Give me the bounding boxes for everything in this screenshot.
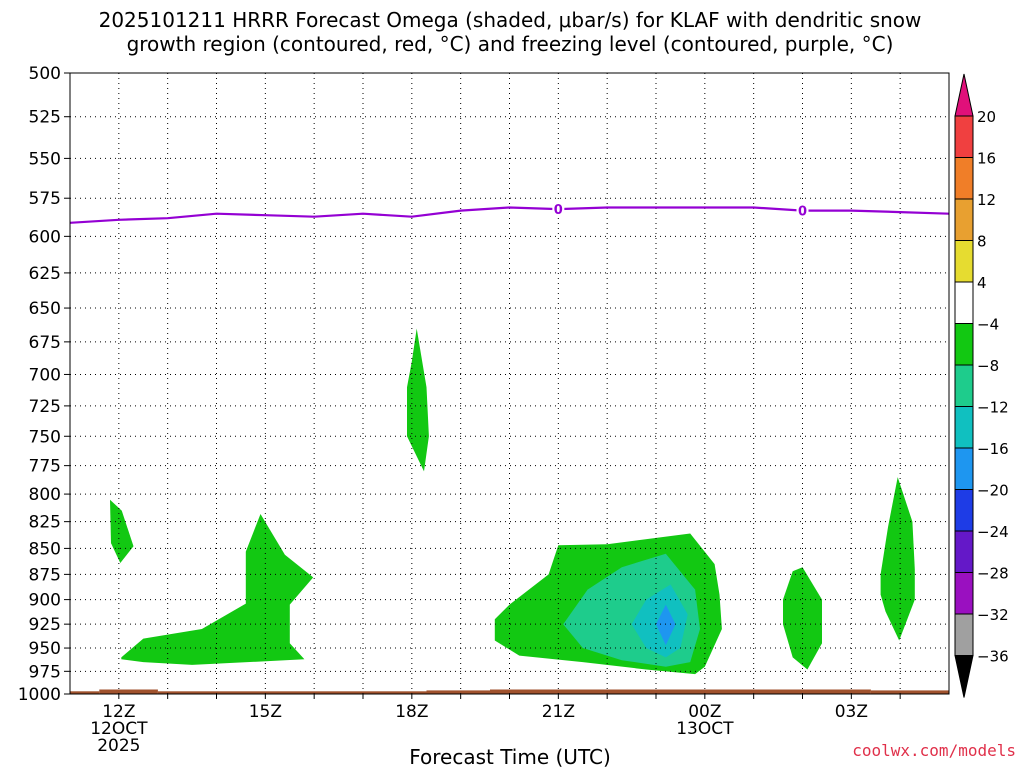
colorbar-tick-label: 20: [977, 108, 996, 126]
y-tick-label: 500: [29, 64, 61, 84]
y-tick-label: 725: [29, 397, 61, 417]
colorbar-tick-label: −4: [977, 316, 999, 334]
upward-motion-22z-925mb-core: [656, 604, 676, 646]
x-tick-label: 12OCT: [90, 719, 148, 739]
y-tick-label: 875: [29, 565, 61, 585]
y-tick-label: 550: [29, 149, 61, 169]
colorbar-swatch: [954, 157, 974, 200]
freezing-label-bg: [552, 201, 565, 218]
colorbar-swatch: [954, 572, 974, 615]
upward-motion-18z-725mb: [407, 328, 429, 472]
y-tick-label: 525: [29, 108, 61, 128]
colorbar-tick-label: −28: [977, 565, 1009, 583]
colorbar-tick-label: −36: [977, 648, 1009, 666]
colorbar-top-arrow: [954, 73, 974, 117]
y-tick-label: 675: [29, 333, 61, 353]
freezing-label-bg: [796, 202, 809, 219]
colorbar-swatch: [954, 489, 974, 532]
colorbar-swatch: [954, 447, 974, 490]
colorbar-swatch: [954, 530, 974, 573]
y-tick-label: 925: [29, 615, 61, 635]
y-tick-label: 650: [29, 299, 61, 319]
colorbar-tick-label: −12: [977, 399, 1009, 417]
colorbar-swatch: [954, 198, 974, 241]
colorbar-swatch: [954, 281, 974, 324]
x-tick-label: 13OCT: [676, 719, 734, 739]
y-tick-label: 1000: [18, 685, 61, 705]
title-line-2: growth region (contoured, red, °C) and f…: [127, 32, 894, 56]
y-tick-label: 825: [29, 513, 61, 533]
terrain-segment: [490, 689, 871, 694]
x-tick-label: 18Z: [395, 702, 428, 722]
colorbar-tick-label: 16: [977, 150, 996, 168]
upward-motion-12z-825mb: [110, 499, 134, 563]
upward-motion-14z-900mb: [121, 514, 314, 665]
x-axis-label: Forecast Time (UTC): [409, 745, 611, 768]
y-tick-label: 775: [29, 457, 61, 477]
freezing-level-label: 0: [798, 205, 807, 220]
colorbar-tick-label: −24: [977, 523, 1009, 541]
upward-motion-04z-875mb: [880, 477, 915, 641]
grid-lines: [70, 73, 949, 694]
pressure-axis: 500 525 550 575 600 625 650 675 700 725 750 775 800 8…: [18, 64, 70, 705]
terrain-segment: [426, 690, 490, 694]
colorbar-swatch: [954, 240, 974, 283]
y-tick-label: 900: [29, 591, 61, 611]
y-tick-label: 700: [29, 365, 61, 385]
colorbar-tick-label: 4: [977, 274, 987, 292]
colorbar-tick-label: −8: [977, 357, 999, 375]
freezing-level-label: 0: [554, 203, 563, 218]
x-tick-label: 00Z: [688, 702, 721, 722]
x-tick-label: 15Z: [249, 702, 282, 722]
x-tick-label: 2025: [97, 736, 140, 756]
y-tick-label: 750: [29, 427, 61, 447]
y-tick-label: 850: [29, 539, 61, 559]
y-tick-label: 975: [29, 662, 61, 682]
colorbar-tick-label: −16: [977, 440, 1009, 458]
terrain-segment: [870, 690, 949, 694]
chart-title: 2025101211 HRRR Forecast Omega (shaded, …: [99, 8, 922, 56]
colorbar-swatch: [954, 406, 974, 449]
y-tick-label: 950: [29, 639, 61, 659]
y-tick-label: 575: [29, 189, 61, 209]
terrain-segment: [157, 691, 427, 694]
y-tick-label: 625: [29, 264, 61, 284]
y-tick-label: 600: [29, 227, 61, 247]
terrain-segment: [99, 689, 158, 694]
colorbar-tick-label: 8: [977, 233, 987, 251]
freezing-level-line: [69, 206, 950, 224]
colorbar-tick-label: 12: [977, 191, 996, 209]
colorbar-swatch: [954, 115, 974, 158]
terrain-band: [70, 689, 949, 694]
terrain-segment: [70, 691, 100, 694]
title-line-1: 2025101211 HRRR Forecast Omega (shaded, …: [99, 8, 922, 32]
credit-text[interactable]: coolwx.com/models: [852, 741, 1016, 760]
colorbar-swatch: [954, 364, 974, 407]
colorbar-swatch: [954, 323, 974, 366]
x-tick-label: 12Z: [102, 702, 135, 722]
x-tick-label: 03Z: [835, 702, 868, 722]
colorbar-swatch: [954, 613, 974, 656]
colorbar-tick-label: −32: [977, 606, 1009, 624]
colorbar-tick-label: −20: [977, 482, 1009, 500]
y-tick-label: 800: [29, 485, 61, 505]
omega-shading: [110, 328, 915, 675]
colorbar: 20 16 12 8 4 −4 −8 −12 −16 −20 −24 −28 −32 −36: [954, 73, 1009, 698]
colorbar-bottom-arrow: [954, 655, 974, 698]
x-tick-label: 21Z: [542, 702, 575, 722]
